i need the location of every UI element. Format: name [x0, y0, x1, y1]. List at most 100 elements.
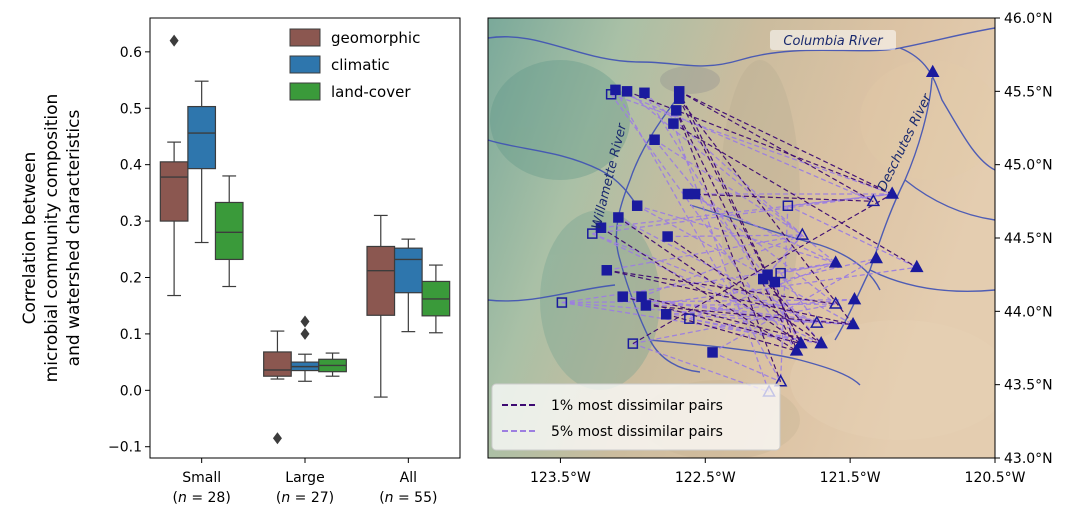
pair-line [643, 92, 802, 344]
tributary-1 [488, 139, 641, 211]
map-ytick-label: 44.0°N [1004, 304, 1053, 320]
pair-line [622, 296, 802, 345]
site-triangle-marker [910, 259, 924, 273]
map-xtick-label: 120.5°W [965, 470, 1026, 486]
boxplot-ytick-label: −0.1 [108, 440, 142, 456]
site-triangle-marker [810, 315, 824, 328]
pair-line [632, 303, 836, 345]
pair-line [561, 262, 836, 304]
boxplot-ytick-label: 0.5 [120, 101, 142, 117]
pair-line [637, 205, 836, 264]
site-square-marker [595, 222, 607, 233]
boxplot-marks [159, 34, 451, 445]
boxplot-category-label: Large [285, 470, 324, 486]
legend-label-geomorphic: geomorphic [331, 29, 420, 47]
boxplot-y-axis: −0.1 0.0 0.1 0.2 0.3 0.4 0.5 0.6 [108, 45, 150, 456]
pair-line [667, 234, 803, 238]
box-body [263, 351, 292, 377]
site-square-marker [762, 269, 773, 280]
site-square-marker [668, 118, 679, 129]
boxplot-ytick-label: 0.1 [120, 327, 142, 343]
map-ytick-label: 45.0°N [1004, 158, 1053, 174]
boxplot-ytick-label: 0.3 [120, 214, 142, 230]
site-square-marker [627, 338, 639, 349]
boxplot-category-n: (n = 28) [173, 490, 231, 506]
site-square-marker [636, 291, 647, 302]
pair-line [666, 313, 854, 326]
pair-line [610, 93, 893, 195]
legend-swatch-land-cover [289, 82, 321, 101]
box-body [159, 161, 189, 222]
site-triangle-marker [885, 186, 899, 199]
pair-line [678, 90, 874, 202]
site-square-marker [662, 231, 673, 242]
site-square-marker [640, 300, 652, 311]
pair-line [600, 227, 797, 352]
site-square-marker [617, 291, 628, 302]
pair-line [654, 139, 822, 345]
boxplot-category-label: Small [182, 470, 221, 486]
boxplot-panel: Correlation between microbial community … [20, 17, 461, 506]
map-xtick-label: 121.5°W [820, 470, 881, 486]
map-ytick-label: 44.5°N [1004, 231, 1053, 247]
map-ytick-label: 45.5°N [1004, 84, 1053, 100]
pair-line [675, 110, 782, 382]
map-legend-box [491, 383, 781, 451]
pair-line [675, 110, 798, 352]
pair-line [606, 269, 854, 326]
pair-line [610, 93, 798, 352]
site-triangle-marker [828, 255, 843, 268]
box-climatic [393, 238, 423, 333]
tributary-4 [649, 339, 861, 386]
pair-line [626, 90, 837, 264]
pair-line [779, 205, 789, 382]
boxplot-category-label: All [400, 470, 417, 486]
columbia-river [488, 27, 995, 67]
pair-line [654, 139, 803, 236]
map-legend: 1% most dissimilar pairs 5% most dissimil… [491, 383, 781, 451]
map-ytick-label: 43.0°N [1004, 451, 1053, 467]
boxplot-ytick-label: 0.6 [120, 45, 142, 61]
boxplot-category-n: (n = 27) [276, 490, 334, 506]
site-square-marker [621, 86, 633, 97]
tributary-2 [488, 284, 616, 302]
site-triangle-marker [925, 64, 940, 78]
site-square-marker [649, 134, 660, 145]
pair-line [767, 262, 836, 276]
map-panel: Columbia River Willamette River Deschute… [487, 11, 1053, 486]
pair-line [641, 234, 803, 298]
site-triangle-marker [828, 296, 843, 309]
pair-line [774, 257, 877, 283]
site-square-marker [587, 228, 598, 239]
tributary-6 [869, 269, 995, 292]
site-square-marker [605, 89, 617, 100]
site-triangle-marker [847, 292, 862, 305]
map-xtick-label: 123.5°W [530, 470, 591, 486]
site-triangle-marker [773, 374, 788, 387]
site-square-marker [613, 212, 624, 223]
site-triangle-marker [814, 336, 828, 349]
map-y-axis: 43.0°N 43.5°N 44.0°N 44.5°N 45.0°N 45.5°N 46.0… [995, 11, 1053, 467]
map-x-axis: 123.5°W 122.5°W 121.5°W 120.5°W [530, 458, 1026, 486]
pair-line [632, 193, 893, 345]
site-triangle-marker [794, 336, 808, 349]
boxplot-ytick-label: 0.0 [120, 383, 142, 399]
pair-line [645, 304, 854, 326]
boxplot-ylabel: Correlation between microbial community … [20, 94, 84, 383]
pair-line [667, 236, 822, 345]
columbia-river-east [899, 47, 995, 171]
site-square-marker [707, 347, 718, 358]
site-triangle-marker [846, 316, 860, 330]
site-square-marker [631, 200, 643, 211]
box-body [214, 201, 244, 261]
site-square-marker [556, 297, 568, 308]
pair-line [615, 89, 874, 202]
boxplot-legend: geomorphic climatic land-cover [289, 28, 420, 101]
site-square-marker [601, 265, 613, 276]
pair-line [673, 123, 918, 268]
boxplot-x-axis: Small (n = 28) Large (n = 27) All (n = 55) [173, 458, 437, 506]
site-square-marker [775, 267, 786, 279]
boxplot-frame [149, 17, 461, 459]
box-geomorphic [263, 330, 292, 445]
site-square-marker [782, 200, 794, 211]
